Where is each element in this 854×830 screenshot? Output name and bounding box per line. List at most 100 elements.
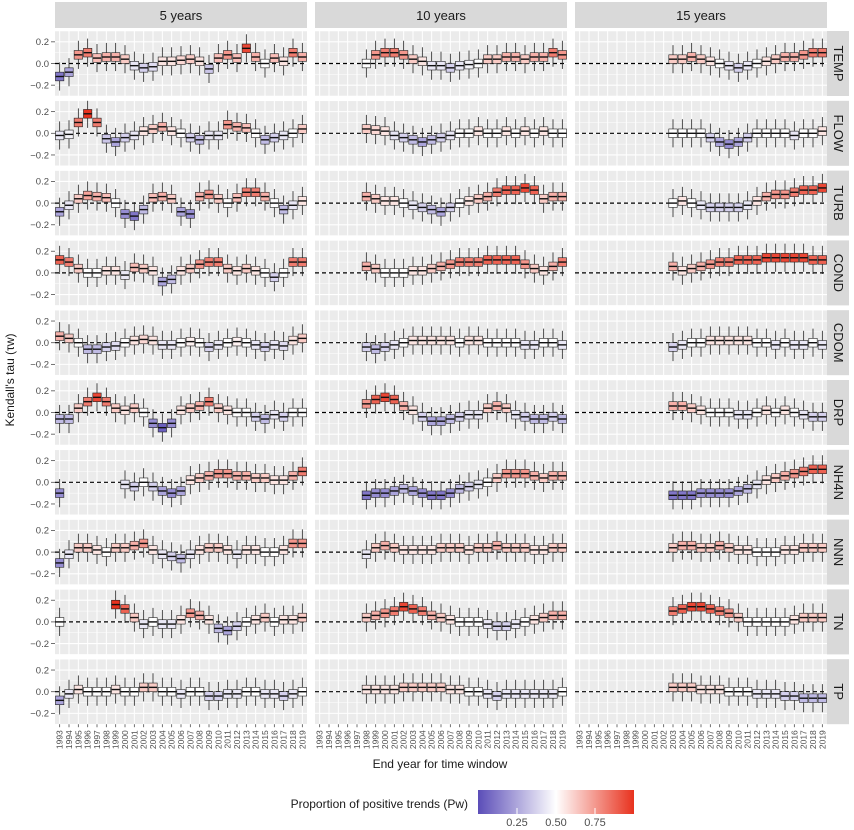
box-2008 bbox=[715, 49, 725, 78]
box-2006 bbox=[176, 605, 186, 634]
box-2008 bbox=[455, 402, 465, 431]
x-tick-label: 2005 bbox=[167, 730, 177, 749]
box-2013 bbox=[501, 328, 511, 357]
x-tick-label: 2011 bbox=[743, 730, 753, 749]
box-2018 bbox=[288, 679, 298, 708]
box-2016 bbox=[529, 254, 539, 283]
box-2000 bbox=[380, 383, 390, 412]
box-2003 bbox=[668, 119, 678, 148]
y-tick-label: −0.2 bbox=[30, 499, 49, 510]
box-2014 bbox=[771, 45, 781, 74]
x-tick-label: 2012 bbox=[752, 730, 762, 749]
box-2014 bbox=[251, 178, 261, 207]
box-2009 bbox=[724, 479, 734, 508]
row-strip-label: CDOM bbox=[831, 323, 846, 363]
box-2017 bbox=[279, 121, 289, 150]
box-2018 bbox=[808, 328, 818, 357]
box-1995 bbox=[73, 675, 83, 704]
box-2018 bbox=[548, 38, 558, 67]
facet-panel bbox=[315, 519, 567, 585]
box-2012 bbox=[232, 183, 242, 212]
box-2002 bbox=[399, 40, 409, 69]
y-tick-label: −0.2 bbox=[30, 639, 49, 650]
box-2013 bbox=[241, 398, 251, 427]
facet-panel bbox=[575, 309, 827, 376]
box-2001 bbox=[129, 394, 139, 423]
box-2001 bbox=[389, 258, 399, 287]
x-tick-label: 2014 bbox=[251, 730, 261, 749]
box-2015 bbox=[520, 607, 530, 636]
box-2011 bbox=[223, 535, 233, 565]
box-2007 bbox=[705, 594, 715, 623]
box-2000 bbox=[380, 479, 390, 508]
box-2012 bbox=[752, 679, 762, 708]
box-2006 bbox=[176, 197, 186, 226]
box-2009 bbox=[724, 599, 734, 628]
facet-panel bbox=[55, 170, 307, 236]
box-1996 bbox=[83, 335, 93, 364]
box-2013 bbox=[761, 119, 771, 148]
y-tick-label: 0.0 bbox=[36, 268, 49, 279]
box-2017 bbox=[279, 681, 289, 711]
column-strip bbox=[55, 2, 307, 28]
row-strip bbox=[827, 100, 849, 166]
box-1998 bbox=[101, 42, 111, 72]
panel-grid bbox=[55, 30, 827, 725]
box-2011 bbox=[483, 533, 493, 562]
box-2000 bbox=[380, 186, 390, 216]
box-2007 bbox=[185, 466, 195, 495]
box-1995 bbox=[73, 40, 83, 69]
box-2011 bbox=[223, 40, 233, 69]
box-2012 bbox=[492, 612, 502, 641]
box-2006 bbox=[436, 252, 446, 281]
box-2015 bbox=[260, 463, 270, 493]
box-2012 bbox=[232, 44, 242, 73]
y-tick-label: −0.2 bbox=[30, 150, 49, 161]
box-2018 bbox=[808, 455, 818, 484]
box-2013 bbox=[501, 245, 511, 274]
box-2004 bbox=[417, 479, 427, 508]
box-2011 bbox=[483, 328, 493, 357]
box-2006 bbox=[696, 592, 706, 621]
box-2004 bbox=[677, 481, 687, 510]
box-1996 bbox=[83, 677, 93, 706]
box-2017 bbox=[799, 243, 809, 272]
box-2001 bbox=[389, 533, 399, 562]
box-2008 bbox=[195, 328, 205, 357]
box-2004 bbox=[157, 267, 167, 296]
x-tick-label: 1998 bbox=[361, 730, 371, 749]
box-2004 bbox=[677, 391, 687, 421]
x-tick-label: 1998 bbox=[621, 730, 631, 749]
box-2005 bbox=[687, 531, 697, 560]
box-2008 bbox=[455, 675, 465, 704]
box-1996 bbox=[83, 181, 93, 210]
box-2009 bbox=[464, 607, 474, 636]
box-2016 bbox=[789, 121, 799, 150]
box-2010 bbox=[213, 614, 223, 643]
box-2013 bbox=[761, 182, 771, 211]
box-2008 bbox=[455, 533, 465, 562]
box-2002 bbox=[139, 195, 149, 224]
y-axis: 0.2 0.0 −0.2 0.2 0.0 −0.2 0.2 0.0 −0.2 0.2 0.0 −0.2… bbox=[30, 37, 55, 720]
box-2007 bbox=[705, 193, 715, 222]
box-1994 bbox=[64, 679, 74, 708]
box-2003 bbox=[408, 673, 418, 702]
box-2018 bbox=[288, 247, 298, 277]
box-2018 bbox=[548, 252, 558, 281]
box-1995 bbox=[73, 108, 83, 137]
box-2001 bbox=[389, 38, 399, 67]
box-1999 bbox=[371, 184, 381, 213]
box-2018 bbox=[548, 601, 558, 630]
box-2009 bbox=[464, 119, 474, 148]
box-2002 bbox=[139, 53, 149, 82]
y-tick-label: −0.2 bbox=[30, 220, 49, 231]
box-2011 bbox=[743, 51, 753, 80]
box-2019 bbox=[817, 173, 827, 203]
box-2011 bbox=[223, 189, 233, 218]
box-2019 bbox=[557, 677, 567, 706]
box-2015 bbox=[260, 125, 270, 154]
box-2006 bbox=[696, 675, 706, 704]
box-1999 bbox=[371, 335, 381, 364]
box-1995 bbox=[73, 328, 83, 357]
